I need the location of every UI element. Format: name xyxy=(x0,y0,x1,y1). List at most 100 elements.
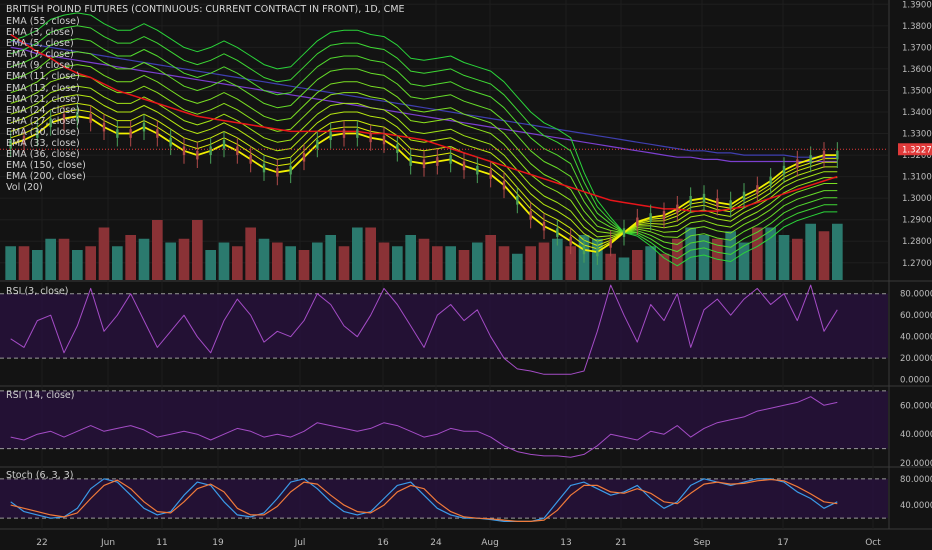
volume-bar xyxy=(258,238,270,280)
candle-body xyxy=(476,165,479,175)
candle-body xyxy=(102,122,106,132)
candle-body xyxy=(9,140,12,149)
volume-bar xyxy=(272,242,283,280)
volume-bar xyxy=(18,246,30,280)
volume-bar xyxy=(205,250,216,280)
x-tick-label: 11 xyxy=(156,538,167,548)
y-tick-label: 1.3800 xyxy=(902,22,932,32)
legend-entry: EMA (11, close) xyxy=(6,71,80,83)
candle-body xyxy=(49,118,52,128)
candle-body xyxy=(516,196,519,205)
y-tick-label: 1.3300 xyxy=(902,130,932,140)
volume-bar xyxy=(325,235,336,280)
volume-bar xyxy=(178,238,190,280)
candle-body xyxy=(209,146,212,156)
volume-bar xyxy=(698,235,710,280)
rsi3-y-tick-label: 40.0000 xyxy=(900,333,932,343)
volume-bar xyxy=(352,227,363,280)
volume-bar xyxy=(485,235,496,280)
volume-bar xyxy=(418,238,430,280)
x-tick-label: 22 xyxy=(36,538,47,548)
ema-ribbon-line xyxy=(10,64,838,238)
volume-bar xyxy=(752,227,763,280)
volume-bar xyxy=(538,242,550,280)
volume-bar xyxy=(472,242,483,280)
legend-entry: EMA (9, close) xyxy=(6,60,74,72)
candle-body xyxy=(809,155,812,164)
rsi14-y-tick-label: 60.0000 xyxy=(900,401,932,411)
y-tick-label: 1.3600 xyxy=(902,65,932,75)
candle-body xyxy=(756,185,759,194)
ema-ribbon-line xyxy=(10,74,838,234)
candle-body xyxy=(582,245,586,255)
candle-body xyxy=(262,163,266,173)
stoch-y-tick-label: 40.0000 xyxy=(900,501,932,511)
x-tick-label: 16 xyxy=(377,538,389,548)
volume-bar xyxy=(565,246,576,280)
volume-bar xyxy=(245,227,256,280)
rsi3-pane-label: RSI (3, close) xyxy=(6,286,69,297)
candle-body xyxy=(422,159,426,168)
candle-body xyxy=(782,165,786,175)
volume-bar xyxy=(552,238,563,280)
x-tick-label: 13 xyxy=(560,538,571,548)
candle-body xyxy=(489,170,492,179)
x-tick-label: 24 xyxy=(430,538,442,548)
volume-bar xyxy=(632,250,643,280)
volume-bar xyxy=(725,231,736,280)
legend-entry: EMA (7, close) xyxy=(6,49,74,61)
volume-bar xyxy=(232,246,243,280)
legend-entry: EMA (30, close) xyxy=(6,126,80,138)
volume-bar xyxy=(338,246,350,280)
y-tick-label: 1.3100 xyxy=(902,173,932,183)
y-tick-label: 1.2800 xyxy=(902,237,932,247)
y-tick-label: 1.3500 xyxy=(902,86,932,96)
candle-body xyxy=(769,176,772,186)
ema200-line xyxy=(10,40,838,158)
candle-body xyxy=(449,155,452,164)
volume-bar xyxy=(765,227,776,280)
x-tick-label: Oct xyxy=(865,538,881,548)
legend-entry: EMA (21, close) xyxy=(6,93,80,105)
candle-body xyxy=(22,135,26,145)
volume-bar xyxy=(432,246,443,280)
candle-body xyxy=(156,129,159,138)
y-tick-label: 1.3000 xyxy=(902,194,932,204)
candle-body xyxy=(222,140,226,149)
stoch-k-line xyxy=(10,478,838,523)
volume-bar xyxy=(218,242,230,280)
y-tick-label: 1.3700 xyxy=(902,43,932,53)
x-tick-label: Aug xyxy=(481,538,499,548)
ema-ribbon-line xyxy=(10,12,838,267)
candle-body xyxy=(822,150,826,160)
rsi14-pane-label: RSI (14, close) xyxy=(6,390,75,401)
volume-bar xyxy=(445,246,456,280)
volume-bar xyxy=(298,250,310,280)
legend-entry: EMA (3, close) xyxy=(6,27,74,39)
volume-bar xyxy=(392,246,403,280)
volume-bar xyxy=(605,253,616,280)
candle-body xyxy=(196,150,199,160)
candle-body xyxy=(636,217,639,227)
candle-body xyxy=(796,159,799,168)
volume-bar xyxy=(365,227,376,280)
candle-body xyxy=(462,161,466,171)
rsi14-band-fill xyxy=(0,390,888,449)
candle-body xyxy=(356,129,359,138)
volume-bar xyxy=(645,246,656,280)
y-tick-label: 1.2900 xyxy=(902,216,932,226)
candle-body xyxy=(249,155,252,164)
legend-entry: Vol (20) xyxy=(6,182,43,194)
volume-bar xyxy=(778,235,790,280)
candle-body xyxy=(116,129,119,138)
stoch-d-line xyxy=(10,478,838,523)
ema-legend: EMA (55, close) EMA (3, close) EMA (5, clo… xyxy=(6,16,86,194)
legend-entry: EMA (55, close) xyxy=(6,16,80,27)
stoch-y-tick-label: 80.0000 xyxy=(900,475,932,485)
legend-entry: EMA (13, close) xyxy=(6,82,80,94)
chart-title: BRITISH POUND FUTURES (CONTINUOUS: CURRE… xyxy=(6,4,405,15)
candle-body xyxy=(182,146,186,156)
volume-bar xyxy=(685,227,696,280)
candle-body xyxy=(676,204,679,214)
candle-body xyxy=(76,112,79,121)
